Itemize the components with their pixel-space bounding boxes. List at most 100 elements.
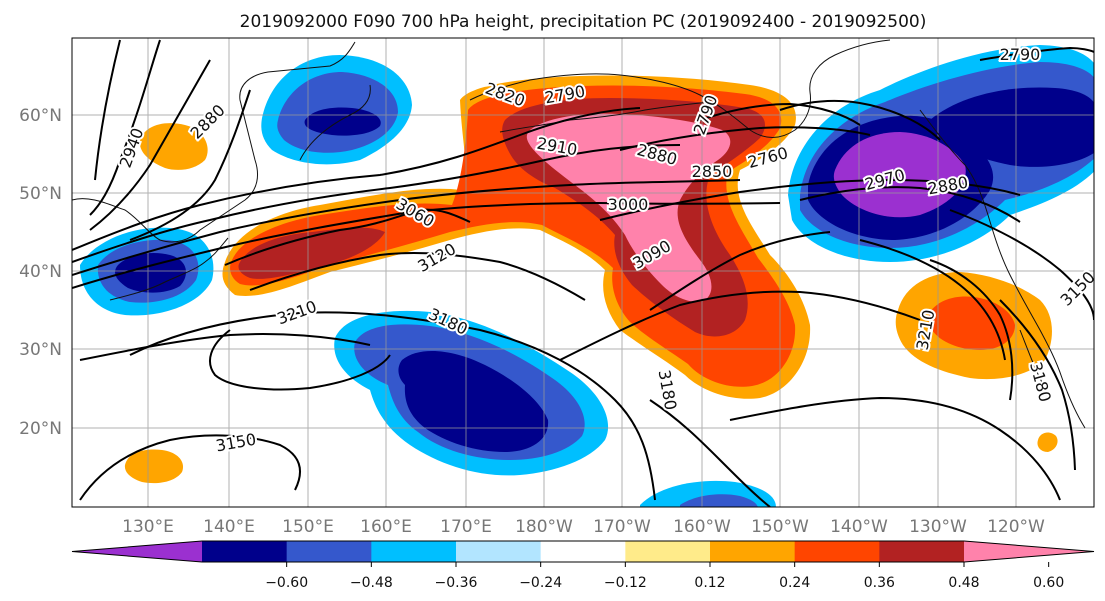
height-contour xyxy=(79,333,371,361)
lon-label: 130°W xyxy=(909,517,967,537)
height-contour xyxy=(729,396,1061,501)
lon-label: 150°W xyxy=(751,517,809,537)
colorbar-tick-label: 0.12 xyxy=(694,575,725,591)
colorbar-tick-label: −0.60 xyxy=(265,575,308,591)
colorbar-tick-label: −0.36 xyxy=(435,575,478,591)
height-contour xyxy=(949,209,1094,321)
lat-label: 40°N xyxy=(19,262,62,282)
height-contour xyxy=(979,46,1094,61)
lon-label: 170°W xyxy=(593,517,651,537)
height-contour xyxy=(559,290,921,361)
height-contour xyxy=(209,329,391,391)
lon-label: 140°E xyxy=(203,517,255,537)
contour-label: 2850 xyxy=(690,160,735,183)
lat-label: 30°N xyxy=(19,340,62,360)
colorbar-segment xyxy=(456,541,542,562)
height-contour xyxy=(649,231,831,311)
height-contour xyxy=(224,208,471,266)
colorbar-tick-label: −0.12 xyxy=(604,575,647,591)
lon-label: 150°E xyxy=(282,517,334,537)
positive-region-mexico xyxy=(1037,432,1058,452)
colorbar-segment xyxy=(879,541,965,562)
height-contour xyxy=(249,252,586,301)
negative-region-subtropics-core xyxy=(398,350,549,452)
colorbar-segment xyxy=(710,541,796,562)
colorbar-segment xyxy=(202,541,288,562)
lat-label: 20°N xyxy=(19,419,62,439)
colorbar-tick-label: −0.48 xyxy=(350,575,393,591)
colorbar-tick-label: 0.60 xyxy=(1033,575,1064,591)
colorbar-extend-high xyxy=(964,541,1094,562)
height-contour xyxy=(799,186,1021,223)
latitude-labels: 60°N 50°N 40°N 30°N 20°N xyxy=(19,106,62,439)
height-contour xyxy=(599,178,1021,221)
height-contour xyxy=(72,107,641,251)
coastline-kamchatka xyxy=(299,84,371,161)
contour-label-text: 2790 xyxy=(543,82,586,108)
colorbar-tick-label: 0.36 xyxy=(864,575,895,591)
contour-label: 3000 xyxy=(606,193,651,216)
height-contours xyxy=(72,39,1094,507)
lon-label: 180°W xyxy=(515,517,573,537)
colorbar-segment xyxy=(540,541,626,562)
precipitation-shading xyxy=(80,45,1094,507)
lon-label: 160°W xyxy=(673,517,731,537)
lon-label: 120°W xyxy=(987,517,1045,537)
negative-region-japan-core xyxy=(115,253,186,293)
colorbar-segment xyxy=(625,541,711,562)
contour-label: 2790 xyxy=(998,43,1043,66)
coastline-north-america xyxy=(919,109,1086,429)
positive-region-alaska-pink xyxy=(526,113,731,302)
colorbar-tick-label: −0.24 xyxy=(519,575,562,591)
lat-label: 50°N xyxy=(19,184,62,204)
coastline-japan xyxy=(109,237,229,301)
lat-label: 60°N xyxy=(19,106,62,126)
figure-title: 2019092000 F090 700 hPa height, precipit… xyxy=(240,12,927,32)
colorbar-tick-label: 0.48 xyxy=(948,575,979,591)
height-contour xyxy=(929,259,1014,401)
height-contour xyxy=(79,434,301,501)
height-contour xyxy=(129,311,656,501)
coastline-baja xyxy=(1019,329,1046,389)
negative-region-tropics-east-mid xyxy=(680,494,758,507)
colorbar-segment xyxy=(794,541,880,562)
contour-label-text: 2850 xyxy=(692,162,733,181)
longitude-labels: 130°E 140°E 150°E 160°E 170°E 180°W 170°W 160°W… xyxy=(122,517,1045,537)
positive-region-california-mid xyxy=(928,296,1015,350)
map-frame xyxy=(71,37,1095,508)
colorbar: −0.60 −0.48 −0.36 −0.24 −0.12 0.12 0.24 0.36 0.4… xyxy=(71,540,1095,591)
height-contour xyxy=(129,89,251,241)
positive-region-tropical-west xyxy=(124,449,184,484)
negative-region-gulf-alaska-extreme xyxy=(833,132,966,218)
colorbar-segment xyxy=(286,541,372,562)
contour-label-text: 2790 xyxy=(1000,45,1041,64)
height-contour xyxy=(94,39,121,181)
coastlines xyxy=(72,39,1086,429)
lon-label: 130°E xyxy=(122,517,174,537)
height-contour xyxy=(72,179,741,276)
height-contour xyxy=(699,102,861,126)
height-contour xyxy=(779,99,941,141)
positive-region-siberia xyxy=(139,123,208,170)
positive-region-main-dark xyxy=(238,227,385,279)
height-contour xyxy=(649,399,771,507)
lon-label: 160°E xyxy=(360,517,412,537)
height-contour xyxy=(89,59,211,231)
colorbar-outline xyxy=(71,540,1095,563)
coastline-asia xyxy=(72,41,356,243)
height-contour xyxy=(619,126,871,151)
height-contour xyxy=(859,239,1006,361)
negative-region-arctic-core xyxy=(930,87,1094,167)
height-contour xyxy=(72,144,681,263)
lon-label: 170°E xyxy=(440,517,492,537)
height-contour xyxy=(999,299,1076,471)
height-contour xyxy=(89,39,161,216)
colorbar-segment xyxy=(371,541,457,562)
contour-label: 2790 xyxy=(541,80,588,110)
coastline-aleutians xyxy=(499,101,711,133)
coastline-alaska xyxy=(469,39,891,138)
contour-label-text: 3000 xyxy=(608,195,649,214)
